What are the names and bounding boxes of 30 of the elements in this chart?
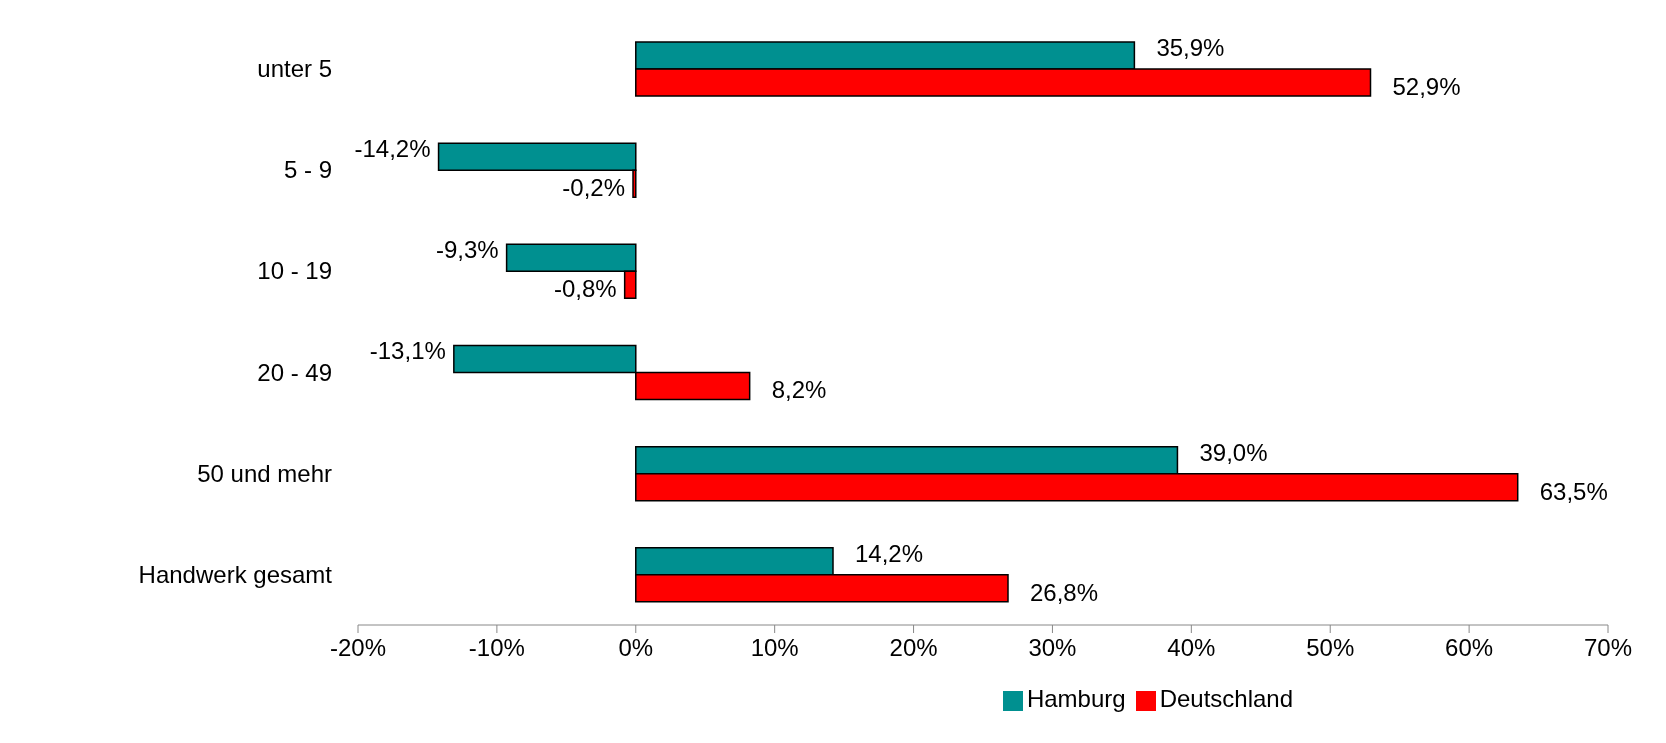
x-tick-label: 50% [1306,634,1355,662]
legend-label: Hamburg [1026,685,1126,712]
x-tick-label: 0% [618,634,654,662]
y-tick-label: 50 und mehr [197,459,332,487]
x-tick-label: -20% [329,634,387,662]
data-label: 35,9% [1156,33,1225,61]
data-label: -9,3% [435,236,499,264]
x-tick-label: 70% [1583,634,1633,662]
x-tick-label: 60% [1445,634,1494,662]
data-label: 52,9% [1392,72,1461,100]
legend-label: Deutschland [1159,685,1294,712]
data-label: 39,0% [1199,438,1268,466]
y-tick-label: 10 - 19 [257,257,332,285]
data-label: -0,8% [553,275,617,303]
y-tick-label: Handwerk gesamt [138,560,333,588]
data-label: 8,2% [771,376,827,404]
x-tick-label: 40% [1167,634,1216,662]
x-tick-label: 20% [889,634,938,662]
data-label: 14,2% [855,539,924,567]
y-tick-label: 5 - 9 [283,156,332,184]
y-tick-label: 20 - 49 [257,358,332,386]
data-label: -13,1% [369,337,446,365]
x-tick-label: 10% [750,634,799,662]
y-tick-label: unter 5 [257,55,332,83]
data-label: 26,8% [1030,578,1099,606]
x-tick-label: 30% [1028,634,1077,662]
x-tick-label: -10% [468,634,525,662]
data-label: -14,2% [354,135,431,163]
data-label: -0,2% [562,174,625,202]
data-label: 63,5% [1539,477,1608,505]
